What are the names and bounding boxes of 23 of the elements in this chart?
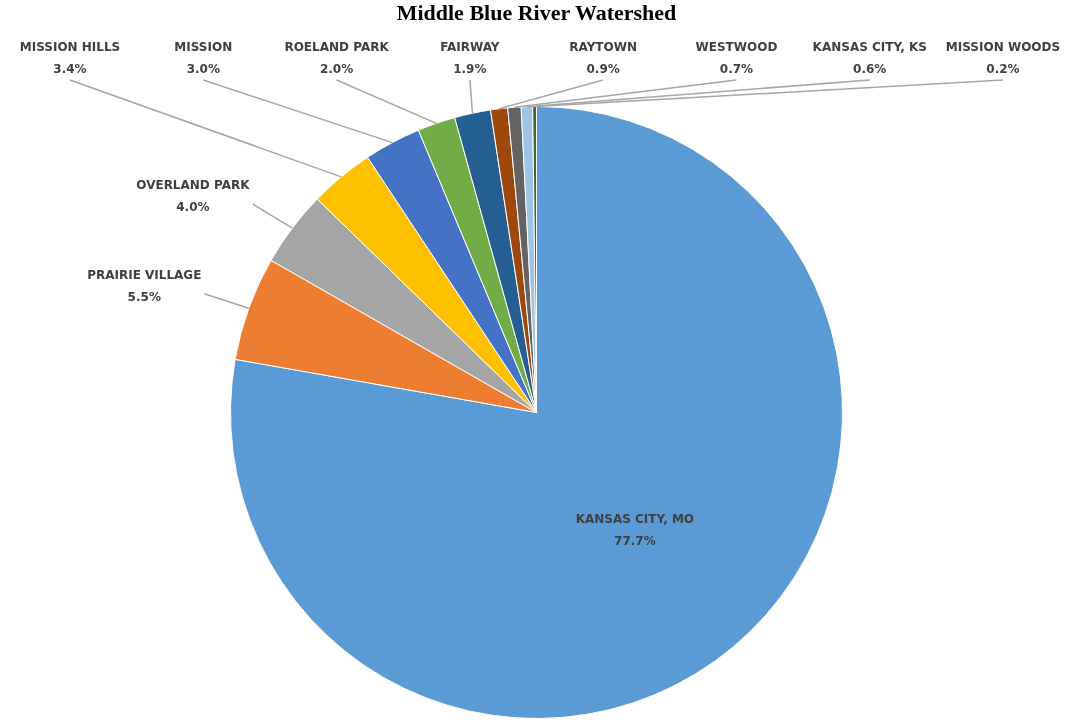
data-label: 3.0%	[186, 62, 220, 77]
data-label: 0.9%	[586, 62, 620, 77]
slice-label: WESTWOOD	[695, 40, 778, 55]
data-label: 2.0%	[319, 62, 354, 77]
slice-label: KANSAS CITY, KS	[812, 40, 927, 55]
slice-label: RAYTOWN	[569, 40, 638, 55]
slice-label: MISSION WOODS	[945, 40, 1061, 55]
data-label: 1.9%	[453, 62, 487, 77]
slice-label: OVERLAND PARK	[136, 178, 251, 193]
data-label: 0.2%	[986, 62, 1020, 77]
slice-label: ROELAND PARK	[284, 40, 390, 55]
slice-label: MISSION	[174, 40, 233, 55]
slice-label: FAIRWAY	[440, 40, 500, 55]
slice-label: MISSION HILLS	[19, 40, 121, 55]
data-label: 4.0%	[176, 200, 210, 215]
data-label: 3.4%	[53, 62, 87, 77]
data-label: 0.6%	[853, 62, 887, 77]
data-label: 0.7%	[719, 62, 754, 77]
slice-label: PRAIRIE VILLAGE	[87, 267, 202, 282]
slice-label: KANSAS CITY, MO	[575, 511, 695, 526]
chart-title: Middle Blue River Watershed	[395, 0, 678, 27]
data-label: 77.7%	[614, 533, 656, 548]
data-label: 5.5%	[127, 289, 161, 304]
